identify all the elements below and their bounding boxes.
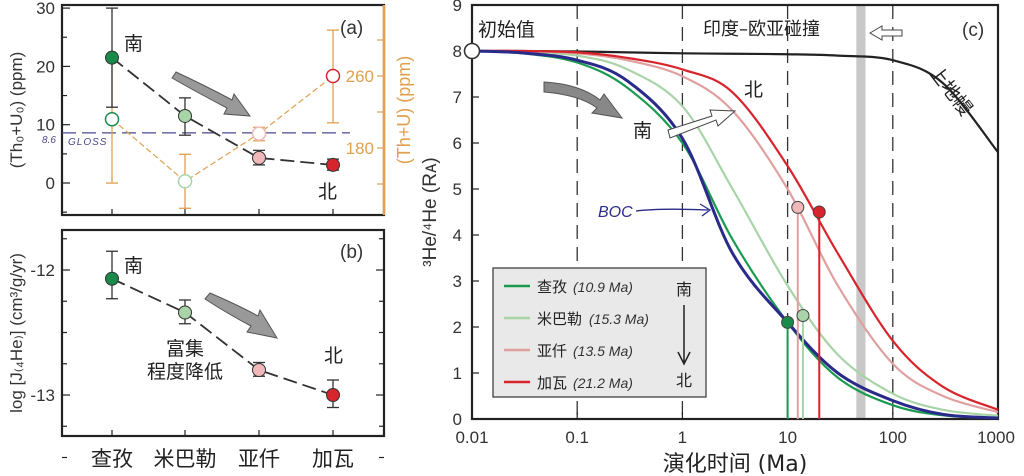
j4he-line (111, 277, 334, 396)
curve-sample-3 (471, 49, 999, 417)
y2-tick-label: 260 (346, 67, 374, 86)
curve-boc (471, 49, 999, 420)
y-tick-label: 9 (453, 0, 462, 15)
legend-name: 查孜 (537, 278, 567, 296)
curve-sample-2 (471, 49, 999, 420)
x-category-label: 加瓦 (312, 447, 354, 471)
panel-a-label: (a) (340, 18, 363, 39)
th-u-point (251, 126, 267, 141)
legend-name: 加瓦 (537, 374, 567, 392)
collision-band (856, 5, 866, 419)
th0-u0-point (178, 108, 192, 123)
initial-value-label: 初始值 (478, 19, 535, 41)
left-arrow-icon (869, 25, 903, 41)
south-north-arrow-icon (667, 109, 737, 139)
age-marker-point (791, 200, 805, 214)
th0-u0-point (105, 50, 119, 65)
enrichment-label-2: 程度降低 (147, 361, 223, 383)
legend-age: (21.2 Ma) (573, 375, 633, 391)
th-u-point (177, 174, 193, 189)
x-tick-label: 100 (879, 428, 907, 447)
y-tick-label: 20 (36, 57, 55, 76)
y-tick-label: -13 (30, 386, 55, 405)
y-tick-label: -12 (30, 261, 55, 280)
y-tick-label: 4 (453, 226, 462, 245)
trend-arrow-icon (543, 81, 624, 119)
gloss-value: 8.6 (42, 135, 56, 146)
legend-name: 亚仟 (537, 342, 567, 360)
j4he-point (105, 271, 119, 286)
panel-b-label: (b) (340, 242, 363, 263)
x-category-label: 查孜 (91, 447, 133, 471)
j4he-point (178, 305, 192, 320)
y2-axis-label: (Th+U) (ppm) (394, 56, 414, 165)
panel-b-frame (60, 228, 386, 438)
down-arrow-icon (677, 305, 691, 366)
x-category-label: 亚仟 (238, 447, 280, 471)
age-marker-point (796, 309, 810, 322)
gloss-label: GLOSS (68, 137, 107, 148)
th0-u0-point (326, 157, 340, 172)
th0-u0-point (252, 150, 266, 165)
north-label: 北 (744, 79, 763, 101)
x-tick-label: 0.1 (565, 428, 589, 447)
north-label: 北 (324, 345, 343, 367)
curve-sample-5 (471, 49, 999, 411)
age-marker-point (781, 315, 795, 329)
y-axis-label: (Th₀+U₀) (ppm) (7, 52, 26, 169)
y-tick-label: 8 (453, 42, 462, 61)
j4he-point (326, 388, 340, 402)
legend-south: 南 (676, 280, 692, 299)
x-tick-label: 0.01 (455, 428, 488, 447)
south-label: 南 (633, 120, 652, 142)
enrichment-label: 富集 (166, 338, 204, 360)
legend-name: 米巴勒 (537, 310, 582, 328)
legend-age: (10.9 Ma) (573, 279, 633, 295)
th0-u0-line (111, 56, 334, 166)
y-tick-label: 1 (453, 364, 462, 383)
y-tick-label: 2 (453, 318, 462, 337)
x-category-label: 米巴勒 (154, 447, 217, 471)
trend-arrow-icon (204, 292, 279, 339)
legend-age: (15.3 Ma) (589, 311, 649, 327)
y-tick-label: 7 (453, 88, 462, 107)
th-u-line (111, 75, 334, 183)
y-tick-label: 6 (453, 134, 462, 153)
y-axis-label: ³He/⁴He (Rᴀ) (420, 157, 441, 266)
legend: 查孜 (10.9 Ma) 米巴勒 (15.3 Ma) 亚仟 (13.5 Ma) 加瓦 (21.… (492, 267, 707, 398)
th-u-point (104, 111, 120, 127)
south-label: 南 (124, 33, 143, 55)
y-tick-label: 5 (453, 180, 462, 199)
th-u-point (325, 68, 341, 84)
y-tick-label: 30 (36, 0, 55, 18)
x-axis-label: 演化时间 (Ma) (663, 452, 808, 476)
initial-value-point (463, 42, 481, 60)
y-axis-label: log [J₍₄He₎] (cm³/g/yr) (7, 253, 26, 413)
legend-box (492, 267, 707, 398)
y-tick-label: 3 (453, 272, 462, 291)
x-tick-label: 10 (778, 428, 797, 447)
north-label: 北 (318, 181, 337, 203)
boc-label: BOC (598, 204, 633, 221)
j4he-point (252, 363, 266, 377)
panel-c-frame (470, 3, 1000, 421)
upper-mantle-label: 上地幔 (924, 62, 976, 120)
x-tick-label: 1000 (977, 428, 1015, 447)
y-tick-label: 0 (453, 410, 462, 429)
panel-c-label: (c) (962, 20, 984, 41)
legend-age: (13.5 Ma) (573, 343, 633, 359)
curve-upper-mantle (471, 49, 999, 153)
boc-arrow-icon (635, 203, 712, 217)
y-tick-label: 0 (46, 174, 55, 193)
x-tick-label: 1 (678, 428, 687, 447)
south-label: 南 (124, 255, 143, 277)
y2-tick-label: 180 (346, 139, 374, 158)
y-tick-label: 10 (36, 116, 55, 135)
legend-north: 北 (676, 371, 692, 390)
collision-label: 印度–欧亚碰撞 (703, 19, 820, 40)
age-marker-point (812, 205, 826, 219)
trend-arrow-icon (171, 71, 252, 117)
